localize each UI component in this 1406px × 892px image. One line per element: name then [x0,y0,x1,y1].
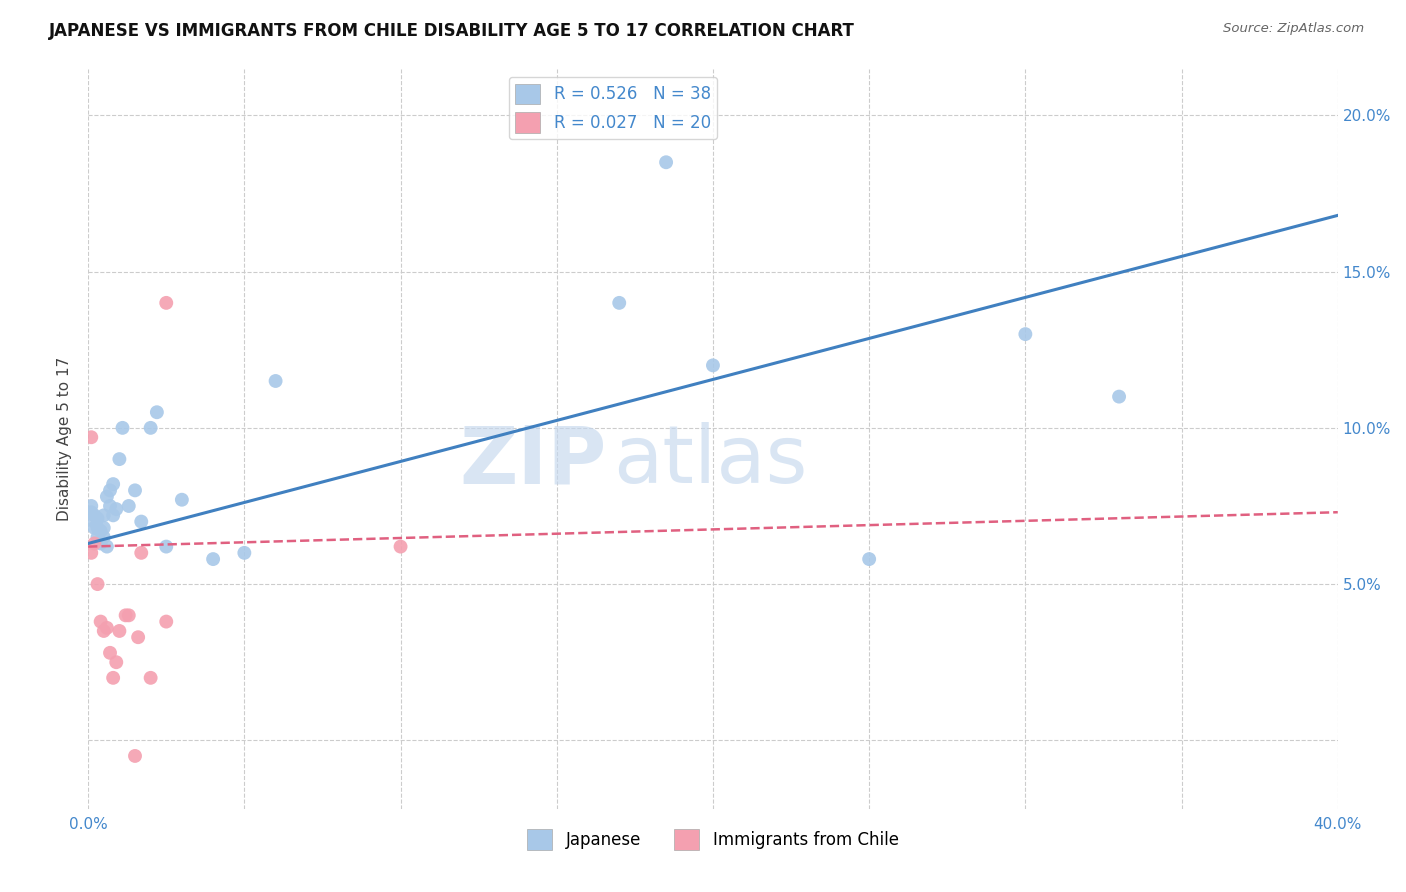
Point [98,499,121,513]
Point [90,536,112,550]
Point [146,405,169,419]
Point [118,499,141,513]
Point [93,508,115,523]
Text: atlas: atlas [613,422,807,500]
Point [93,521,115,535]
Point [114,608,136,623]
Point [155,540,177,554]
Point [702,359,724,373]
Point [129,515,152,529]
Point [80,546,103,560]
Point [101,671,124,685]
Point [202,552,225,566]
Point [86,530,108,544]
Point [105,502,128,516]
Point [83,515,105,529]
Point [80,430,103,444]
Point [101,508,124,523]
Point [155,615,177,629]
Point [1108,390,1130,404]
Point [86,577,108,591]
Point [105,655,128,669]
Point [98,483,121,498]
Text: ZIP: ZIP [460,422,607,500]
Point [127,630,149,644]
Text: JAPANESE VS IMMIGRANTS FROM CHILE DISABILITY AGE 5 TO 17 CORRELATION CHART: JAPANESE VS IMMIGRANTS FROM CHILE DISABI… [49,22,855,40]
Point [101,477,124,491]
Point [83,536,105,550]
Point [90,524,112,538]
Legend: R = 0.526   N = 38, R = 0.027   N = 20: R = 0.526 N = 38, R = 0.027 N = 20 [509,77,717,139]
Point [1014,327,1036,342]
Point [139,421,162,435]
Point [655,155,678,169]
Text: Source: ZipAtlas.com: Source: ZipAtlas.com [1223,22,1364,36]
Point [86,521,108,535]
Point [96,621,118,635]
Y-axis label: Disability Age 5 to 17: Disability Age 5 to 17 [58,357,72,521]
Point [108,452,131,467]
Point [93,530,115,544]
Point [96,540,118,554]
Point [118,608,141,623]
Point [96,490,118,504]
Point [108,624,131,638]
Point [129,546,152,560]
Point [139,671,162,685]
Point [98,646,121,660]
Point [858,552,880,566]
Point [170,492,193,507]
Point [264,374,287,388]
Point [90,615,112,629]
Point [111,421,134,435]
Point [124,483,146,498]
Point [80,499,103,513]
Point [83,508,105,523]
Point [389,540,412,554]
Point [233,546,256,560]
Point [93,624,115,638]
Point [124,748,146,763]
Point [155,296,177,310]
Point [86,511,108,525]
Point [80,505,103,519]
Point [83,521,105,535]
Point [607,296,630,310]
